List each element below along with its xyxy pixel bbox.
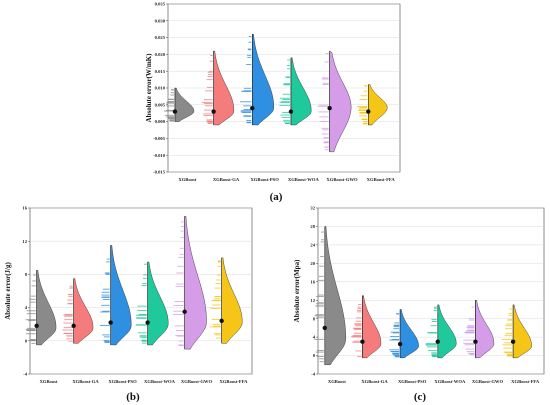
panel-a-y-tick-label: 0.035 bbox=[155, 2, 166, 7]
panel-a-violin-3 bbox=[252, 34, 275, 126]
panel-c-y-tick-label: 20 bbox=[310, 261, 315, 266]
panel-b-y-tick-label: 4 bbox=[25, 305, 28, 310]
panel-a-y-tick-label: 0.000 bbox=[155, 119, 166, 124]
panel-c-mean-point-3 bbox=[397, 341, 403, 347]
panel-b-y-tick-label: -4 bbox=[23, 372, 28, 377]
panel-b-mean-point-6 bbox=[219, 318, 224, 324]
panel-b-x-tick-label: XGBoost-GA bbox=[72, 379, 99, 384]
panel-a-violin-5 bbox=[329, 50, 352, 153]
panel-c-mean-point-5 bbox=[473, 339, 478, 344]
panel-a-mean-point-3 bbox=[250, 105, 255, 111]
panel-c-y-tick-label: 12 bbox=[310, 298, 315, 303]
panel-c-x-tick-label: XGBoost-FFA bbox=[511, 379, 540, 384]
panel-c-y-tick-label: 8 bbox=[313, 316, 316, 321]
panel-a-x-tick-label: XGBoost-FFA bbox=[367, 177, 396, 182]
panel-a-x-tick-label: XGBoost-PSO bbox=[250, 177, 279, 182]
panel-c-violin-4 bbox=[437, 304, 457, 359]
panel-b-violin-2 bbox=[73, 278, 94, 344]
panel-a-mean-point-2 bbox=[211, 109, 216, 114]
panel-a-violin-2 bbox=[213, 50, 235, 126]
panel-c-mean-point-4 bbox=[435, 339, 440, 344]
panel-a-y-tick-label: 0.015 bbox=[155, 69, 166, 74]
panel-b-y-tick-label: 16 bbox=[22, 206, 27, 211]
panel-a-mean-point-1 bbox=[172, 109, 178, 114]
panel-c-violin-2 bbox=[362, 295, 382, 359]
panel-c-x-tick-label: XGBoost-GWO bbox=[472, 379, 504, 384]
panel-c-mean-point-6 bbox=[510, 339, 516, 344]
panel-b-x-tick-label: XGBoost-WOA bbox=[144, 379, 176, 384]
panel-a-y-tick-label: -0.015 bbox=[153, 170, 166, 175]
panel-a-y-tick-label: 0.030 bbox=[155, 18, 166, 23]
panel-a-x-tick-label: XGBoost-GA bbox=[213, 177, 240, 182]
panel-c-violin-3 bbox=[399, 309, 419, 359]
panel-a-x-tick-label: XGBoost bbox=[178, 177, 196, 182]
panel-b-y-tick-label: 8 bbox=[25, 272, 28, 277]
panel-b-x-tick-label: XGBoost-PSO bbox=[108, 379, 137, 384]
panel-c-violin-1 bbox=[324, 226, 346, 366]
panel-c-x-tick-label: XGBoost bbox=[328, 379, 346, 384]
panel-b-violin-3 bbox=[110, 245, 132, 346]
panel-a-y-tick-label: 0.010 bbox=[155, 86, 166, 91]
panel-c-y-tick-label: 0 bbox=[313, 353, 316, 358]
panel-b-mean-point-1 bbox=[34, 323, 39, 329]
panel-b-x-tick-label: XGBoost-GWO bbox=[181, 379, 213, 384]
panel-b-violin-6 bbox=[221, 257, 243, 344]
panel-b-y-axis-label: Absolute error(J/g) bbox=[4, 262, 12, 320]
panel-b-violin-5 bbox=[184, 216, 207, 350]
panel-a-y-tick-label: -0.010 bbox=[153, 153, 166, 158]
panel-b-mean-point-5 bbox=[182, 309, 187, 314]
panel-a-x-tick-label: XGBoost-GWO bbox=[326, 177, 358, 182]
panel-c-y-tick-label: -4 bbox=[311, 372, 316, 377]
panel-c-x-tick-label: XGBoost-WOA bbox=[434, 379, 466, 384]
panel-a-y-tick-label: -0.005 bbox=[153, 136, 166, 141]
panel-b-x-tick-label: XGBoost bbox=[40, 379, 58, 384]
panel-a-x-tick-label: XGBoost-WOA bbox=[288, 177, 320, 182]
panel-c-x-tick-label: XGBoost-PSO bbox=[398, 379, 427, 384]
panel-a-y-axis-label: Absolute error(W/mK) bbox=[145, 53, 153, 123]
panel-a-mean-point-4 bbox=[288, 109, 294, 114]
panel-a-mean-point-5 bbox=[327, 105, 332, 111]
panel-a-chart: -0.015 -0.010 -0.005 0.000 0.005 0.010 0.015 0.… bbox=[145, 2, 401, 182]
panel-a-violin-6 bbox=[368, 84, 388, 126]
panel-a-label: (a) bbox=[270, 191, 283, 203]
panel-c-y-tick-label: 28 bbox=[310, 224, 315, 229]
panel-a-y-tick-label: 0.005 bbox=[155, 102, 166, 107]
panel-a-y-tick-label: 0.020 bbox=[155, 52, 166, 57]
panel-b-mean-point-4 bbox=[145, 320, 150, 325]
panel-c-y-tick-label: 24 bbox=[310, 242, 315, 247]
panel-b-mean-point-2 bbox=[71, 323, 76, 329]
panel-c-chart: -4 0 4 8 12 16 20 24 28 32 Absolute error(Mpa) XGBo… bbox=[293, 206, 545, 384]
panel-a-violin-4 bbox=[290, 57, 312, 126]
panel-a-mean-point-6 bbox=[366, 109, 371, 114]
panel-c-x-tick-label: XGBoost-GA bbox=[361, 379, 388, 384]
panel-b-y-tick-label: 12 bbox=[22, 239, 27, 244]
panel-b-violin-4 bbox=[147, 261, 169, 346]
panel-c-label: (c) bbox=[414, 391, 427, 403]
panel-c-y-axis-label: Absolute error(Mpa) bbox=[293, 259, 301, 322]
panel-c-y-tick-label: 4 bbox=[313, 335, 316, 340]
panel-b-y-tick-label: 0 bbox=[25, 338, 28, 343]
panel-c-mean-point-2 bbox=[360, 339, 365, 344]
panel-a-y-tick-label: 0.025 bbox=[155, 35, 166, 40]
panel-b-mean-point-3 bbox=[108, 320, 113, 325]
panel-c-violin-6 bbox=[512, 304, 532, 359]
panel-b-x-tick-label: XGBoost-FFA bbox=[220, 379, 249, 384]
panel-c-mean-point-1 bbox=[322, 325, 327, 331]
panel-b-plot-area bbox=[29, 207, 253, 375]
panel-b-label: (b) bbox=[126, 391, 140, 403]
panel-c-y-tick-label: 16 bbox=[310, 279, 315, 284]
panel-c-y-tick-label: 32 bbox=[310, 206, 315, 211]
panel-b-violin-1 bbox=[36, 270, 57, 346]
panel-c-violin-5 bbox=[475, 299, 495, 359]
panel-a-violin-1 bbox=[174, 87, 195, 122]
panel-c-plot-area bbox=[317, 207, 545, 375]
panel-b-chart: -4 0 4 8 12 16 Absolute error(J/g) XGBoost XGBoo… bbox=[4, 206, 253, 384]
